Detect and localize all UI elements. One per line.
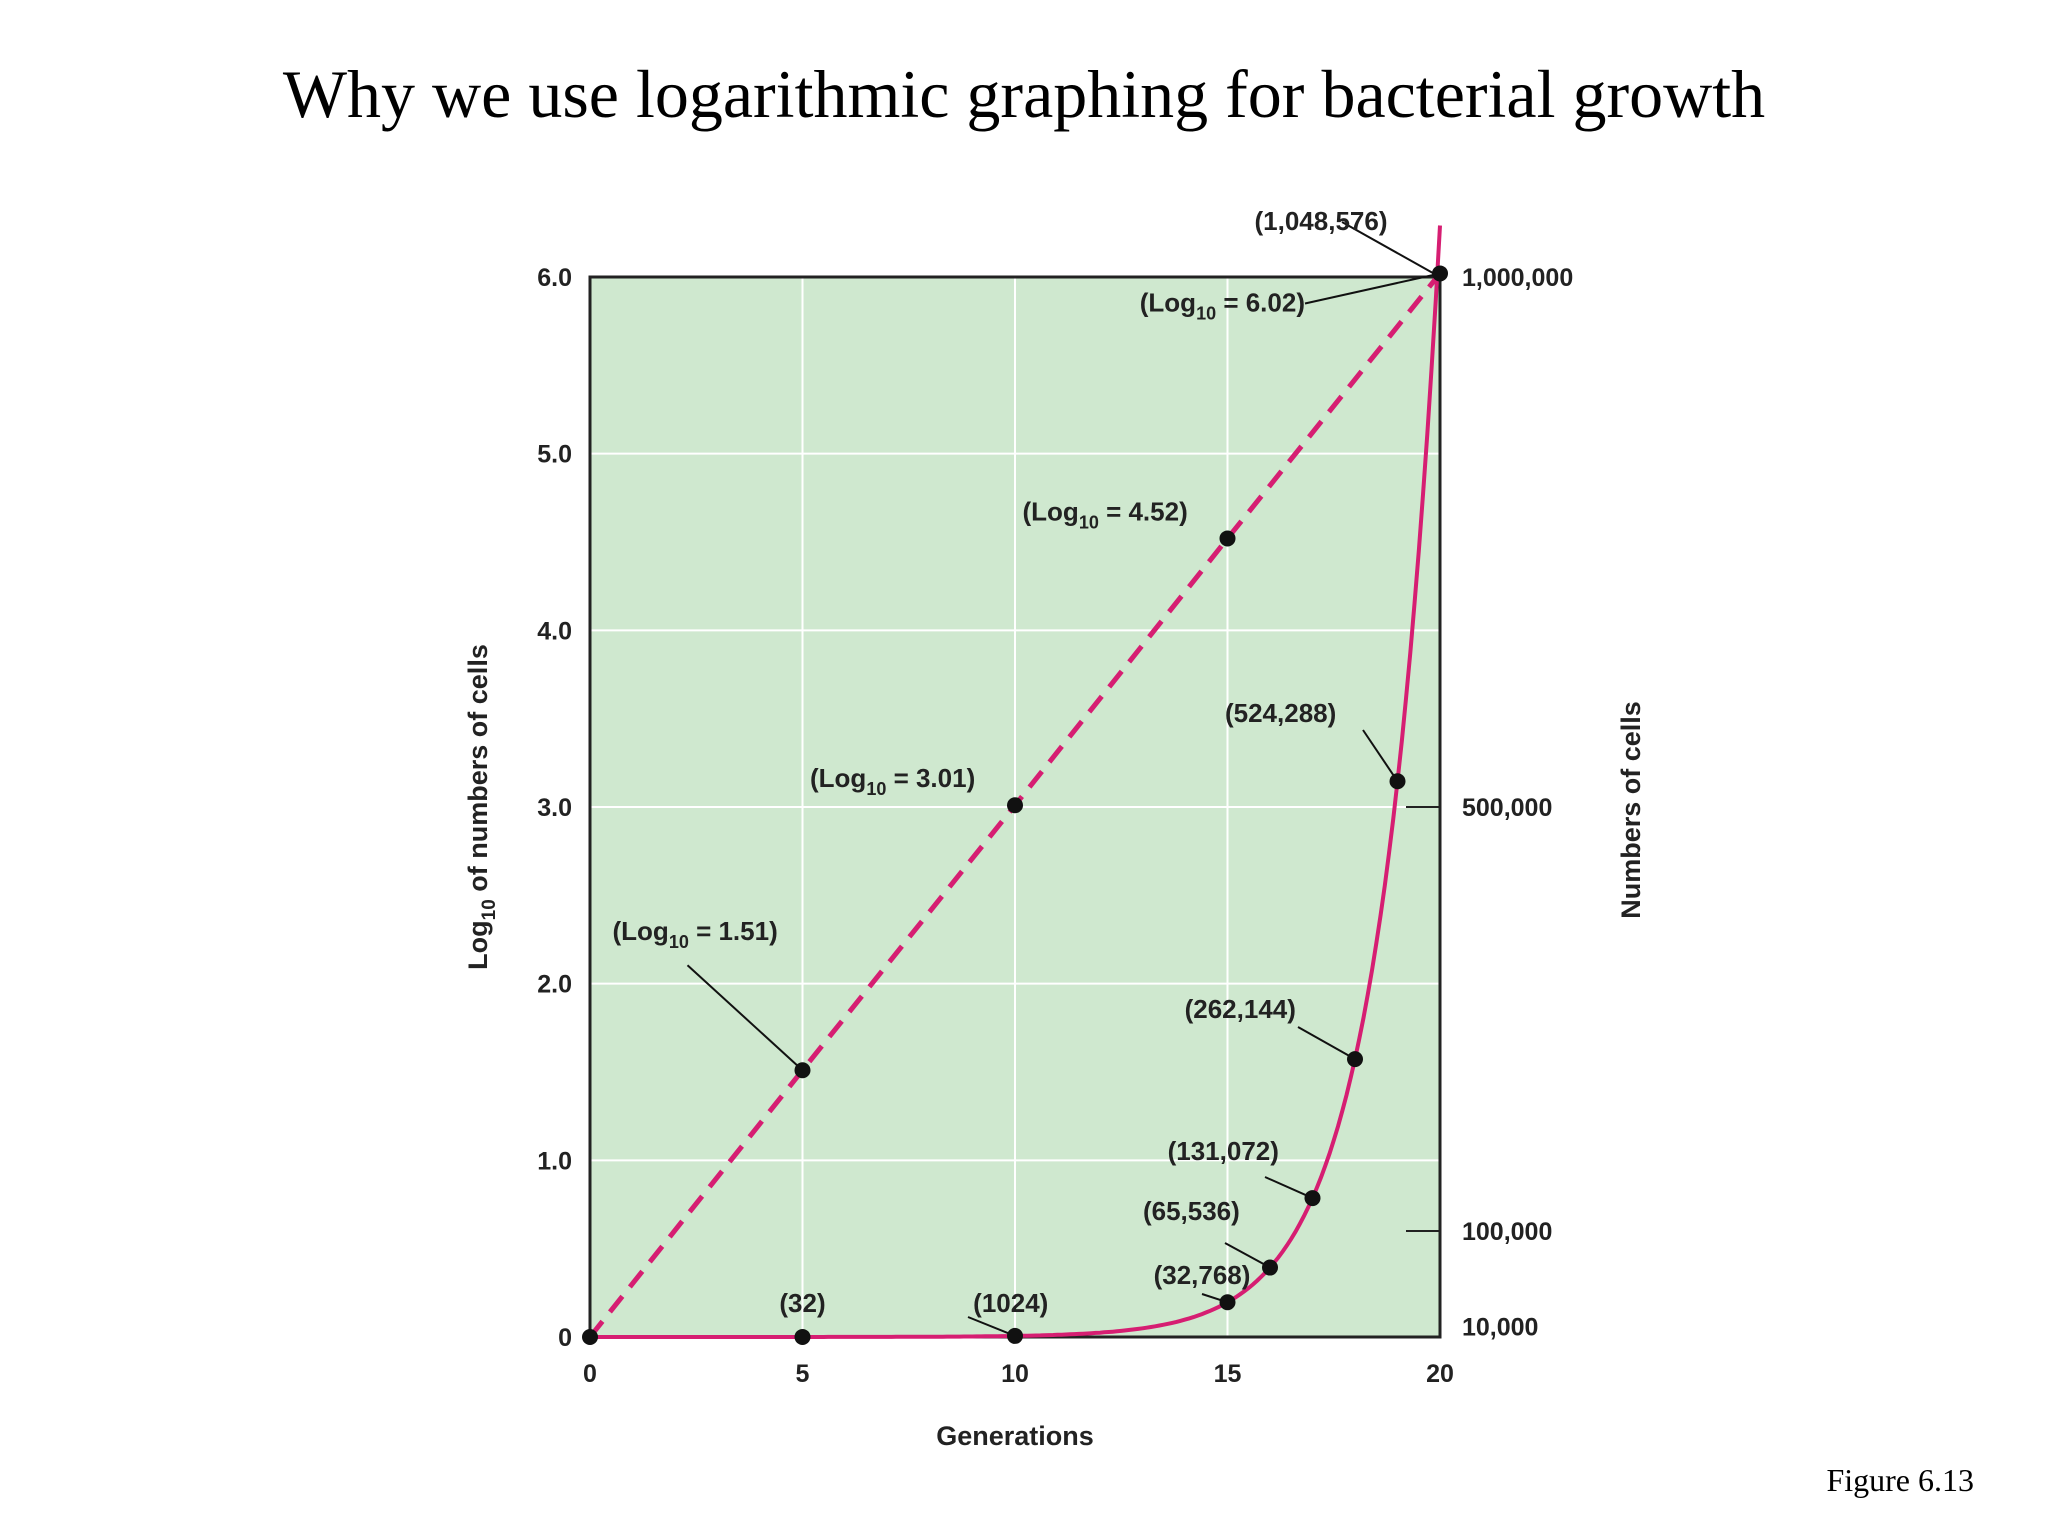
data-point (1389, 773, 1406, 790)
y-tick-label: 0 (558, 1324, 572, 1352)
y-tick-label: 3.0 (537, 794, 572, 822)
data-point (1007, 1327, 1023, 1344)
data-point (1347, 1051, 1363, 1068)
figure-caption: Figure 6.13 (1826, 1462, 1974, 1498)
x-axis-ticks: 0 5 10 15 20 (583, 1360, 1454, 1388)
cell-count-label: (1024) (973, 1288, 1048, 1318)
data-point (1219, 530, 1236, 547)
data-point (582, 1329, 598, 1345)
slide-title: Why we use logarithmic graphing for bact… (282, 56, 1766, 132)
log-value-label: (Log10 = 3.01) (810, 763, 975, 799)
x-tick-label: 0 (583, 1360, 597, 1388)
y-tick-label: 1.0 (537, 1147, 572, 1175)
y-tick-label: 2.0 (537, 971, 572, 999)
log-value-label: (Log10 = 4.52) (1023, 496, 1188, 532)
y-axis-ticks: 0 1.0 2.0 3.0 4.0 5.0 6.0 (537, 264, 572, 1352)
cell-count-label: (32,768) (1154, 1260, 1251, 1290)
leader-line (1362, 729, 1399, 782)
leader-line (1224, 1242, 1271, 1269)
right-tick-label: 10,000 (1462, 1313, 1538, 1341)
y-tick-label: 6.0 (537, 264, 572, 292)
right-axis-ticks: 10,000 100,000 500,000 1,000,000 (1406, 264, 1573, 1341)
x-tick-label: 5 (796, 1360, 810, 1388)
label-leader-lines (686, 221, 1441, 1337)
y-axis-title: Log10 of numbers of cells (463, 644, 500, 970)
log-value-label: (Log10 = 1.51) (613, 916, 778, 952)
x-axis-title: Generations (936, 1421, 1094, 1451)
data-point (794, 1062, 811, 1079)
right-axis-title: Numbers of cells (1616, 701, 1646, 919)
data-points (582, 265, 1448, 1345)
data-labels: (Log10 = 1.51) (Log10 = 3.01) (Log10 = 4.5… (613, 206, 1388, 1318)
leader-line (967, 1316, 1016, 1337)
cell-count-label: (524,288) (1225, 698, 1336, 728)
leader-line (686, 964, 804, 1071)
leader-line (1304, 272, 1441, 305)
x-tick-label: 15 (1214, 1360, 1242, 1388)
right-tick-label: 1,000,000 (1462, 264, 1573, 292)
log-value-label: (Log10 = 6.02) (1140, 287, 1305, 323)
data-point (1219, 1294, 1236, 1311)
cell-count-label: (32) (779, 1288, 825, 1318)
right-tick-label: 500,000 (1462, 794, 1552, 822)
cell-count-label: (65,536) (1143, 1196, 1240, 1226)
x-tick-label: 20 (1426, 1360, 1454, 1388)
leader-line (1264, 1176, 1313, 1199)
data-point (1007, 797, 1023, 814)
data-point (1432, 265, 1448, 282)
leader-line (1341, 221, 1441, 278)
leader-line (1297, 1026, 1356, 1060)
x-tick-label: 10 (1001, 1360, 1029, 1388)
data-point (1304, 1190, 1321, 1207)
cell-count-label: (262,144) (1185, 994, 1296, 1024)
right-tick-label: 100,000 (1462, 1218, 1552, 1246)
data-point (794, 1328, 811, 1345)
cell-count-label: (1,048,576) (1255, 206, 1388, 236)
y-tick-label: 4.0 (537, 617, 572, 645)
data-point (1262, 1259, 1278, 1276)
y-tick-label: 5.0 (537, 441, 572, 469)
cell-count-label: (131,072) (1168, 1136, 1279, 1166)
